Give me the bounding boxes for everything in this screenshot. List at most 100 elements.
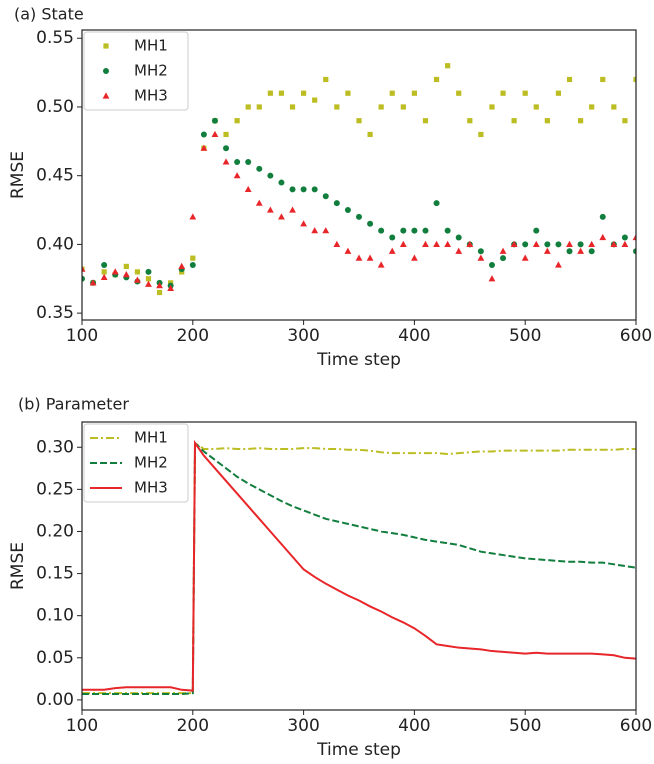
marker-circle [322,193,329,200]
marker-triangle [300,220,307,227]
marker-square [600,76,606,83]
marker-square [289,104,296,110]
marker-circle [633,248,636,255]
marker-triangle [289,206,296,213]
y-axis-label: RMSE [8,542,28,590]
marker-circle [422,227,429,234]
marker-triangle [189,213,197,220]
marker-square [544,118,550,124]
legend: MH1 MH2 MH3 [83,423,189,503]
x-tick-label: 500 [509,326,541,346]
marker-square [267,90,273,96]
legend-label: MH2 [134,62,168,80]
marker-square [566,76,573,83]
marker-circle [278,179,285,186]
y-tick-label: 0.45 [36,166,74,186]
marker-square [345,90,351,96]
x-axis-label: Time step [316,740,401,760]
marker-square [478,131,484,138]
x-tick-label: 600 [620,326,652,346]
marker-circle [522,241,529,248]
marker-square [367,131,373,138]
y-tick-label: 0.20 [36,521,74,541]
marker-circle [101,262,108,269]
marker-circle [477,248,484,255]
y-axis-label: RMSE [8,151,28,199]
marker-square [511,118,517,124]
marker-square [633,76,636,83]
axes-frame [81,421,637,711]
marker-triangle [388,247,396,254]
y-tick-label: 0.10 [36,606,74,626]
marker-triangle [399,240,407,248]
marker-square [103,43,109,49]
marker-triangle [102,92,110,99]
marker-circle [400,227,407,234]
marker-circle [544,241,551,248]
marker-triangle [145,280,152,287]
marker-circle [621,234,628,241]
marker-triangle [488,275,496,282]
marker-square [356,118,362,124]
legend-label: MH3 [134,479,168,497]
y-tick-label: 0.05 [36,648,74,668]
legend-label: MH3 [134,87,168,105]
marker-square [411,90,417,96]
marker-triangle [411,254,418,261]
marker-square [389,90,395,96]
marker-square [134,269,140,275]
marker-square [578,118,584,124]
marker-circle [223,145,230,152]
marker-triangle [89,279,97,286]
marker-triangle [588,240,596,248]
marker-square [555,90,562,96]
chart-title: (b) Parameter [18,395,129,414]
marker-triangle [200,144,208,151]
marker-square [433,76,440,83]
y-tick-label: 0.15 [36,564,74,584]
marker-triangle [366,254,374,261]
marker-square [456,90,462,96]
marker-square [400,104,406,110]
marker-circle [566,248,573,255]
marker-square [123,263,129,269]
marker-triangle [599,233,607,241]
legend-box [83,423,189,503]
y-tick-label: 0.35 [36,303,74,323]
marker-triangle [466,240,474,248]
marker-square [489,104,495,110]
marker-triangle [355,254,363,261]
marker-triangle [555,261,562,268]
x-tick-label: 100 [66,716,98,736]
marker-circle [488,262,495,269]
marker-square [245,104,251,110]
marker-triangle [477,254,485,261]
legend-label: MH2 [134,454,168,472]
marker-square [422,118,429,124]
x-tick-label: 500 [509,716,541,736]
marker-triangle [444,240,452,248]
marker-triangle [211,130,219,138]
marker-square [278,90,285,96]
marker-triangle [333,240,341,248]
marker-triangle [543,247,551,254]
y-tick-label: 0.30 [36,437,74,457]
marker-circle [367,220,374,227]
plot-area [82,439,636,695]
marker-triangle [566,240,573,248]
marker-triangle [156,282,163,289]
x-tick-label: 300 [287,326,319,346]
marker-triangle [521,254,529,261]
marker-triangle [632,233,636,241]
marker-circle [588,248,595,255]
y-tick-label: 0.25 [36,479,74,499]
marker-square [101,269,107,275]
marker-circle [200,131,207,138]
marker-triangle [610,240,618,248]
marker-circle [389,234,396,241]
chart-title: (a) State [14,5,84,24]
marker-square [500,90,506,96]
marker-square [156,289,163,296]
marker-circle [378,227,385,234]
marker-triangle [311,227,319,234]
